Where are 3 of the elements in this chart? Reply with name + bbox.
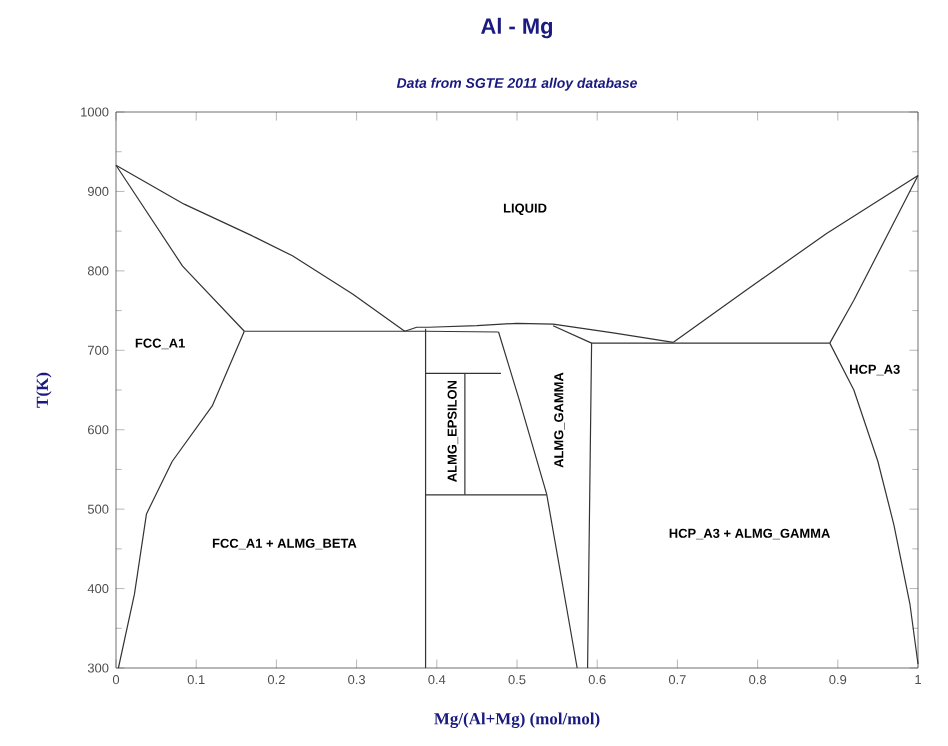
x-axis-title: Mg/(Al+Mg) (mol/mol) <box>434 712 600 729</box>
chart-title: Al - Mg <box>481 17 553 39</box>
y-axis-title: T(K) <box>36 372 52 408</box>
